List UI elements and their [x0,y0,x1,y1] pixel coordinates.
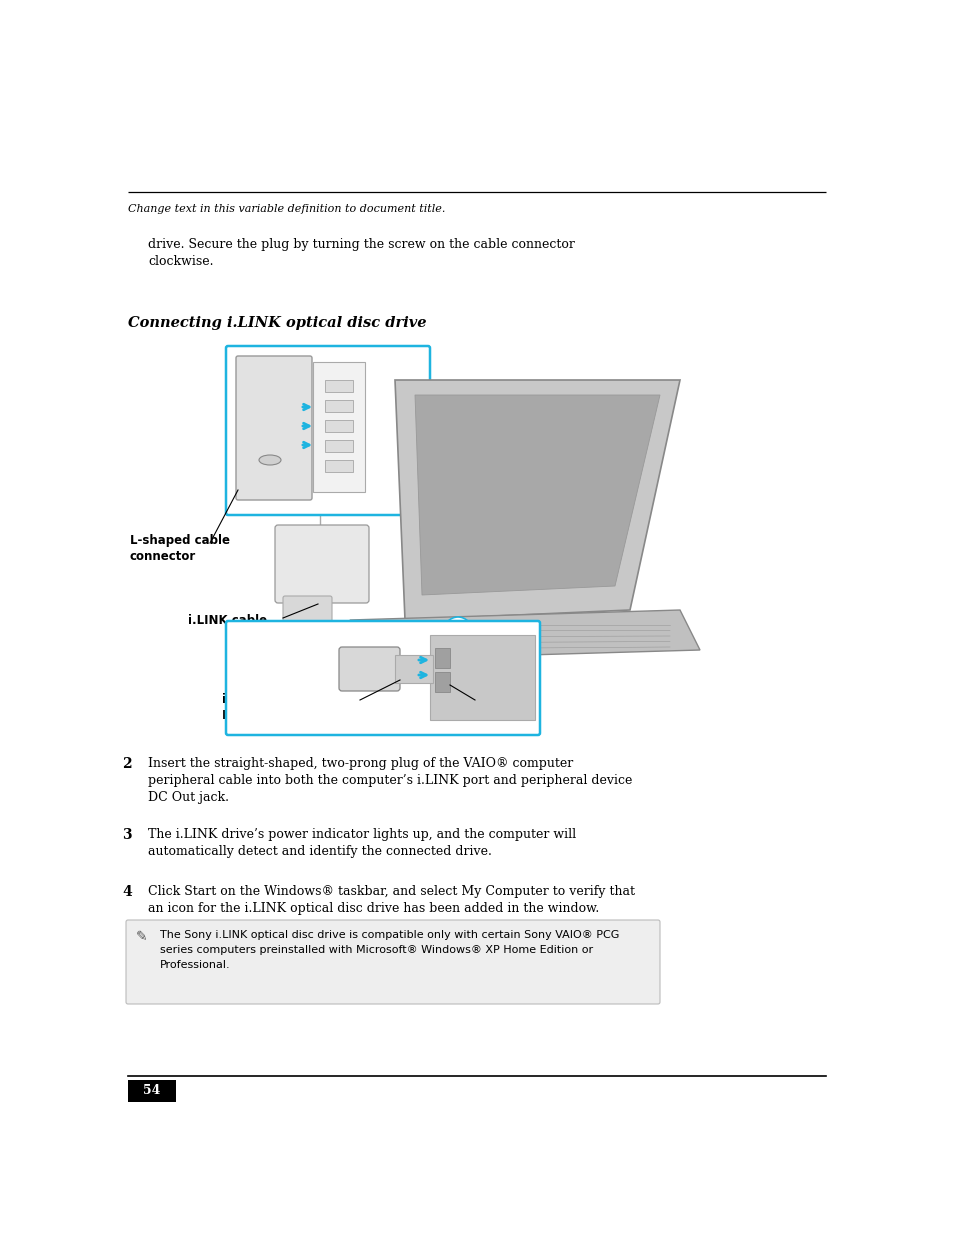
Text: 4: 4 [122,885,132,899]
Text: The Sony i.LINK optical disc drive is compatible only with certain Sony VAIO® PC: The Sony i.LINK optical disc drive is co… [160,930,618,940]
Polygon shape [395,380,679,620]
Bar [325,459,353,472]
Bar [395,655,433,683]
Bar [128,1079,175,1102]
Bar [430,635,535,720]
Circle shape [450,622,465,638]
Text: The i.LINK drive’s power indicator lights up, and the computer will: The i.LINK drive’s power indicator light… [148,827,576,841]
Bar [313,362,365,492]
Bar [325,380,353,391]
Bar [435,648,450,668]
FancyBboxPatch shape [235,356,312,500]
Polygon shape [415,395,659,595]
Text: Professional.: Professional. [160,960,231,969]
FancyBboxPatch shape [274,525,369,603]
Bar [325,440,353,452]
Text: an icon for the i.LINK optical disc drive has been added in the window.: an icon for the i.LINK optical disc driv… [148,902,598,915]
Text: DC Out jack.: DC Out jack. [148,790,229,804]
Polygon shape [350,610,700,659]
FancyBboxPatch shape [338,647,399,692]
Text: Click Start on the Windows® taskbar, and select My Computer to verify that: Click Start on the Windows® taskbar, and… [148,885,635,898]
Text: Change text in this variable definition to document title.: Change text in this variable definition … [128,204,445,214]
FancyBboxPatch shape [226,621,539,735]
Text: L-shaped cable
connector: L-shaped cable connector [130,534,230,563]
Text: ✎: ✎ [136,930,148,944]
Text: series computers preinstalled with Microsoft® Windows® XP Home Edition or: series computers preinstalled with Micro… [160,945,593,955]
Bar [435,672,450,692]
Text: Peripheral device DC Out jack: Peripheral device DC Out jack [222,709,419,722]
Ellipse shape [258,454,281,466]
Text: i.LINK port: i.LINK port [222,693,294,706]
FancyBboxPatch shape [283,597,332,629]
FancyBboxPatch shape [226,346,430,515]
FancyBboxPatch shape [126,920,659,1004]
Text: 54: 54 [143,1084,160,1098]
Text: Connecting i.LINK optical disc drive: Connecting i.LINK optical disc drive [128,316,426,330]
Circle shape [443,618,472,645]
Bar [325,420,353,432]
Bar [325,400,353,412]
Text: Insert the straight-shaped, two-prong plug of the VAIO® computer: Insert the straight-shaped, two-prong pl… [148,757,573,769]
Text: drive. Secure the plug by turning the screw on the cable connector: drive. Secure the plug by turning the sc… [148,238,575,251]
Text: 3: 3 [122,827,132,842]
Text: i.LINK cable: i.LINK cable [188,614,267,627]
Text: clockwise.: clockwise. [148,254,213,268]
Text: peripheral cable into both the computer’s i.LINK port and peripheral device: peripheral cable into both the computer’… [148,774,632,787]
Text: automatically detect and identify the connected drive.: automatically detect and identify the co… [148,845,492,858]
Text: 2: 2 [122,757,132,771]
